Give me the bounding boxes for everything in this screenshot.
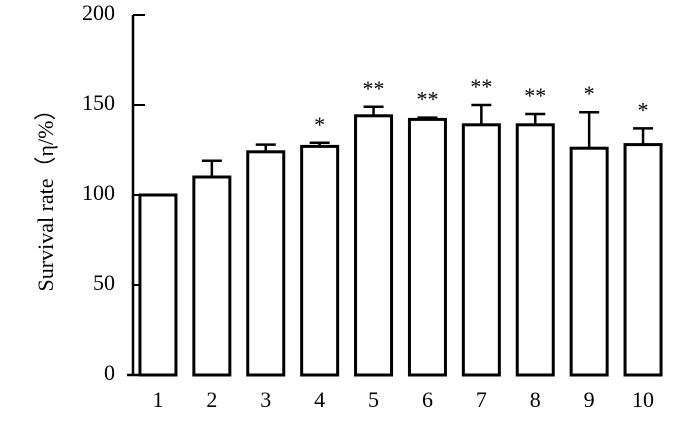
significance-label: **: [524, 83, 546, 108]
x-tick-label: 4: [314, 387, 325, 412]
bar: [192, 175, 232, 377]
bar: [300, 144, 340, 377]
significance-label: **: [470, 74, 492, 99]
y-axis-label: Survival rate（η/%）: [33, 99, 58, 292]
significance-label: **: [416, 87, 438, 112]
y-tick-label: 100: [82, 180, 115, 205]
y-tick-label: 150: [82, 90, 115, 115]
x-tick-label: 3: [260, 387, 271, 412]
bar: [138, 193, 178, 377]
bar: [354, 114, 394, 377]
bar: [623, 143, 663, 377]
x-tick-label: 1: [152, 387, 163, 412]
x-tick-label: 5: [368, 387, 379, 412]
bar: [569, 146, 609, 377]
y-tick-label: 0: [104, 360, 115, 385]
y-tick-label: 50: [93, 270, 115, 295]
x-tick-label: 8: [530, 387, 541, 412]
significance-label: *: [584, 81, 595, 106]
y-tick-label: 200: [82, 0, 115, 25]
bar: [246, 150, 286, 377]
significance-label: **: [363, 76, 385, 101]
significance-label: *: [638, 97, 649, 122]
significance-label: *: [314, 112, 325, 137]
x-tick-label: 10: [632, 387, 654, 412]
x-tick-label: 7: [476, 387, 487, 412]
x-tick-label: 6: [422, 387, 433, 412]
x-tick-label: 9: [584, 387, 595, 412]
bar: [461, 123, 501, 377]
x-tick-label: 2: [206, 387, 217, 412]
bar: [515, 123, 555, 377]
bar: [407, 117, 447, 377]
